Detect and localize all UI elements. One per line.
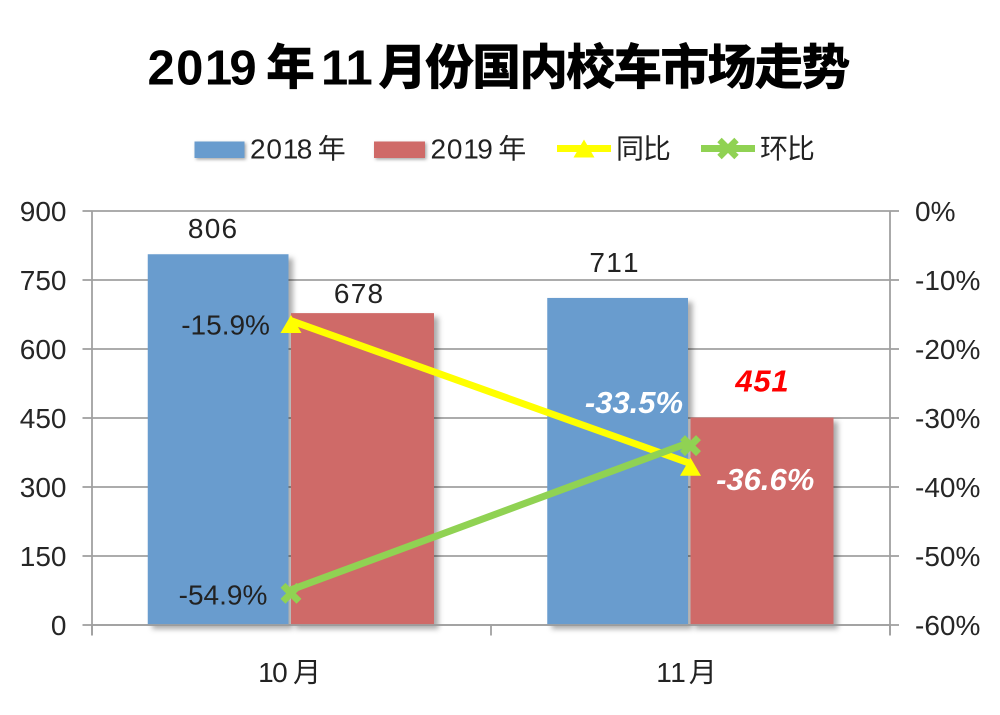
svg-text:1: 1 bbox=[771, 364, 788, 399]
svg-text:-15.9%: -15.9% bbox=[181, 310, 270, 341]
svg-text:9: 9 bbox=[477, 134, 493, 165]
svg-text:0: 0 bbox=[176, 42, 203, 96]
svg-text:1: 1 bbox=[463, 134, 479, 165]
svg-text:-50%: -50% bbox=[915, 541, 980, 572]
svg-text:-20%: -20% bbox=[915, 334, 980, 365]
svg-text:0%: 0% bbox=[915, 196, 955, 227]
svg-text:1: 1 bbox=[283, 134, 299, 165]
svg-text:8: 8 bbox=[297, 134, 313, 165]
svg-text:1: 1 bbox=[205, 42, 232, 96]
svg-text:9: 9 bbox=[229, 42, 256, 96]
svg-text:2: 2 bbox=[431, 134, 447, 165]
svg-text:0: 0 bbox=[205, 213, 221, 244]
svg-text:450: 450 bbox=[20, 403, 67, 434]
svg-text:-10%: -10% bbox=[915, 265, 980, 296]
svg-text:0: 0 bbox=[272, 657, 288, 688]
svg-text:2: 2 bbox=[148, 42, 175, 96]
svg-text:300: 300 bbox=[20, 472, 67, 503]
svg-text:1: 1 bbox=[656, 657, 672, 688]
svg-text:7: 7 bbox=[589, 247, 605, 278]
svg-text:0: 0 bbox=[447, 134, 463, 165]
svg-text:6: 6 bbox=[222, 213, 238, 244]
svg-text:-30%: -30% bbox=[915, 403, 980, 434]
svg-text:7: 7 bbox=[351, 278, 367, 309]
svg-text:600: 600 bbox=[20, 334, 67, 365]
svg-text:4: 4 bbox=[734, 364, 752, 399]
svg-text:900: 900 bbox=[20, 196, 67, 227]
svg-text:0: 0 bbox=[266, 134, 282, 165]
svg-text:1: 1 bbox=[606, 247, 622, 278]
svg-text:8: 8 bbox=[188, 213, 204, 244]
svg-text:0: 0 bbox=[51, 610, 67, 641]
svg-text:8: 8 bbox=[368, 278, 384, 309]
svg-text:1: 1 bbox=[623, 247, 639, 278]
svg-text:-40%: -40% bbox=[915, 472, 980, 503]
svg-text:750: 750 bbox=[20, 265, 67, 296]
svg-text:-54.9%: -54.9% bbox=[179, 580, 268, 611]
svg-text:1: 1 bbox=[321, 42, 348, 96]
svg-text:150: 150 bbox=[20, 541, 67, 572]
svg-text:-36.6%: -36.6% bbox=[716, 462, 814, 497]
svg-text:5: 5 bbox=[753, 364, 771, 399]
svg-text:6: 6 bbox=[334, 278, 350, 309]
svg-text:2: 2 bbox=[250, 134, 266, 165]
svg-text:-60%: -60% bbox=[915, 610, 980, 641]
svg-text:1: 1 bbox=[670, 657, 686, 688]
svg-text:1: 1 bbox=[258, 657, 274, 688]
svg-text:1: 1 bbox=[346, 42, 373, 96]
svg-text:-33.5%: -33.5% bbox=[585, 385, 683, 420]
